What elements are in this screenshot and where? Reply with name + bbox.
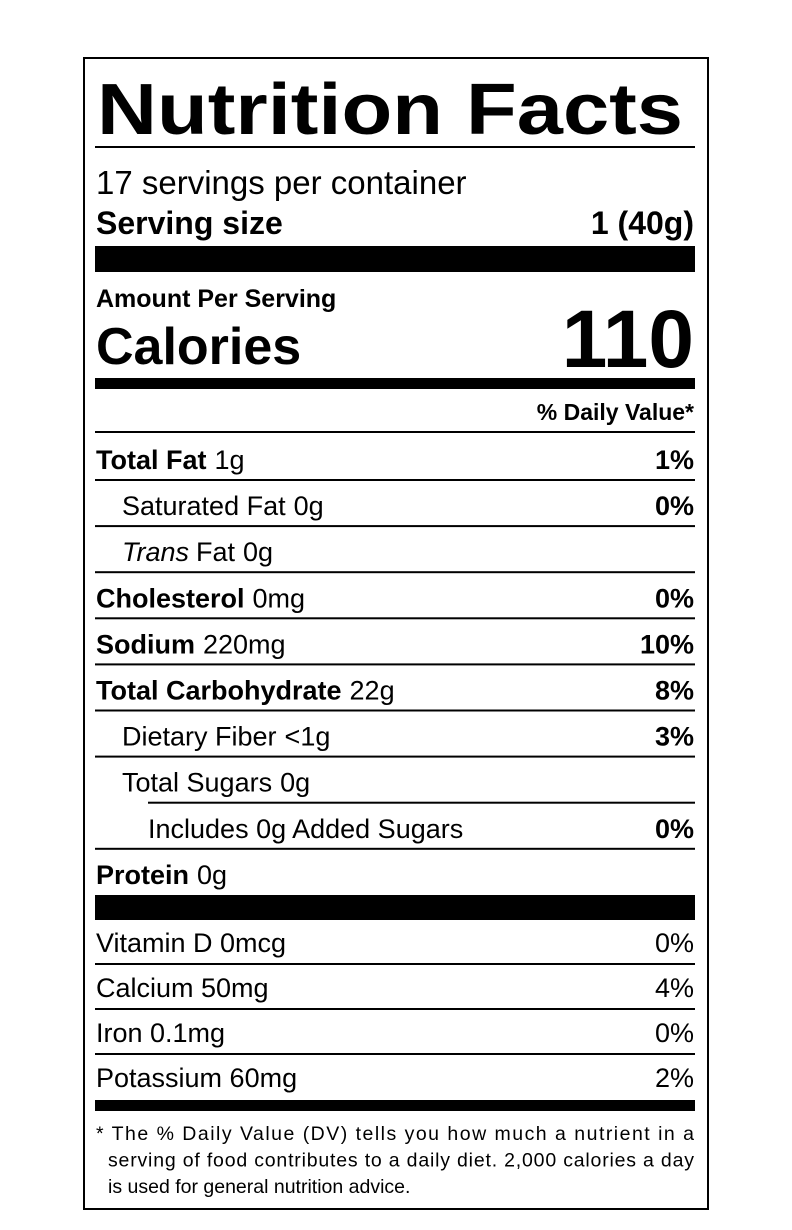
nutrient-amount: 0g (294, 491, 324, 521)
nutrient-amount: 0g (243, 537, 273, 567)
nutrient-row: Total Carbohydrate 22g (96, 676, 395, 706)
nutrient-name: Dietary Fiber (122, 722, 277, 752)
rule (95, 571, 695, 574)
thick-bar (95, 895, 695, 920)
footnote-line: serving of food contributes to a daily d… (108, 1150, 694, 1172)
rule (95, 617, 695, 620)
footnote-line: is used for general nutrition advice. (108, 1176, 410, 1198)
nutrient-row: Cholesterol 0mg (96, 583, 305, 613)
nutrient-row: Total Sugars 0g (122, 768, 310, 798)
nutrient-name: Total Carbohydrate (96, 676, 342, 706)
rule (95, 709, 695, 712)
nutrient-row: Dietary Fiber <1g (122, 722, 330, 752)
nutrient-name-italic: Trans (122, 537, 189, 567)
nutrient-row: Saturated Fat 0g (122, 491, 324, 521)
title: Nutrition Facts (97, 70, 683, 150)
medium-bar (95, 1100, 695, 1111)
rule (148, 801, 695, 804)
vitamin-dv: 4% (655, 973, 694, 1003)
vitamin-text: Calcium 50mg (96, 973, 269, 1003)
rule (95, 755, 695, 758)
rule (95, 479, 695, 481)
nutrient-row: Trans Fat 0g (122, 537, 273, 567)
vitamin-text: Potassium 60mg (96, 1063, 297, 1093)
vitamin-dv: 0% (655, 928, 694, 958)
nutrient-dv: 8% (655, 676, 694, 706)
nutrient-name: Saturated Fat (122, 491, 286, 521)
nutrient-dv: 1% (655, 445, 694, 475)
nutrient-amount: 0mg (253, 583, 306, 613)
nutrient-name: Fat (196, 537, 236, 567)
rule (95, 663, 695, 666)
nutrient-name: Protein (96, 860, 189, 890)
vitamin-dv: 2% (655, 1063, 694, 1093)
nutrient-name: Total Sugars (122, 768, 272, 798)
footnote-line: * The % Daily Value (DV) tells you how m… (96, 1123, 694, 1145)
nutrient-dv: 0% (655, 583, 694, 613)
serving-size-label: Serving size (96, 205, 283, 241)
nutrient-amount: 220mg (203, 629, 286, 659)
nutrient-amount: <1g (285, 722, 331, 752)
nutrient-name: Total Fat (96, 445, 207, 475)
vitamin-text: Iron 0.1mg (96, 1018, 225, 1048)
vitamin-dv: 0% (655, 1018, 694, 1048)
nutrient-name: Sodium (96, 629, 195, 659)
rule (95, 963, 695, 965)
nutrient-amount: 22g (350, 676, 395, 706)
nutrient-dv: 0% (655, 814, 694, 844)
rule (95, 1053, 695, 1055)
rule (95, 146, 695, 148)
nutrient-amount: 0g (197, 860, 227, 890)
rule (95, 847, 695, 850)
nutrient-amount: 1g (215, 445, 245, 475)
rule (95, 1008, 695, 1010)
nutrient-row: Sodium 220mg (96, 629, 286, 659)
serving-size-value: 1 (40g) (591, 205, 694, 241)
nutrient-row: Total Fat 1g (96, 445, 245, 475)
nutrient-row: Protein 0g (96, 860, 227, 890)
rule (95, 431, 695, 433)
rule (95, 525, 695, 528)
label-border (83, 57, 709, 1210)
medium-bar (95, 378, 695, 389)
daily-value-header: % Daily Value* (537, 399, 694, 425)
nutrient-dv: 0% (655, 491, 694, 521)
nutrient-dv: 3% (655, 722, 694, 752)
calories-value: 110 (562, 294, 694, 385)
nutrient-name: Cholesterol (96, 583, 245, 613)
nutrient-row: Includes 0g Added Sugars (148, 814, 463, 844)
nutrient-text: Includes 0g Added Sugars (148, 814, 463, 844)
vitamin-text: Vitamin D 0mcg (96, 928, 286, 958)
nutrient-amount: 0g (280, 768, 310, 798)
amount-per-serving: Amount Per Serving (96, 285, 336, 313)
calories-label: Calories (96, 318, 301, 376)
servings: 17 servings per container (96, 164, 467, 201)
thick-bar (95, 246, 695, 272)
nutrient-dv: 10% (640, 629, 694, 659)
